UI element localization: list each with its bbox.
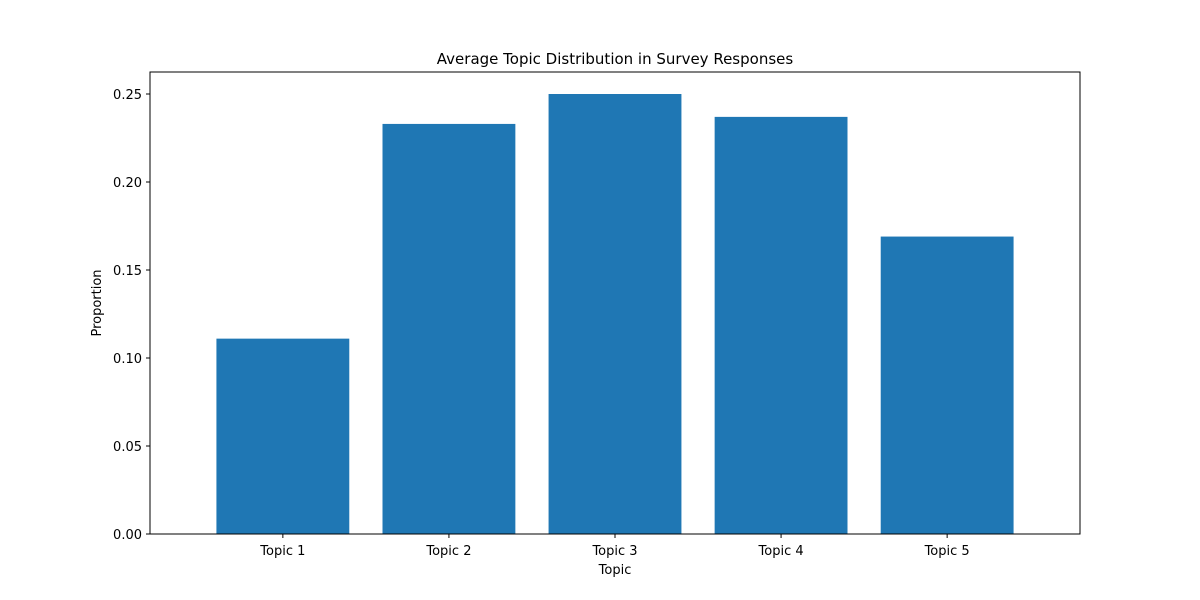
x-axis-ticks: Topic 1 Topic 2 Topic 3 Topic 4 Topic 5 xyxy=(259,534,970,559)
y-tick-label: 0.05 xyxy=(113,440,142,455)
x-tick-label: Topic 2 xyxy=(425,544,471,559)
y-axis-ticks: 0.00 0.05 0.10 0.15 0.20 0.25 xyxy=(113,88,150,543)
x-tick-label: Topic 1 xyxy=(259,544,305,559)
bar-4 xyxy=(714,116,848,534)
x-axis-label: Topic xyxy=(598,563,632,578)
y-tick-label: 0.20 xyxy=(113,176,142,191)
y-tick-label: 0.00 xyxy=(113,528,142,543)
x-tick-label: Topic 4 xyxy=(758,544,804,559)
y-tick-label: 0.25 xyxy=(113,88,142,103)
x-tick-label: Topic 5 xyxy=(924,544,970,559)
bar-1 xyxy=(216,338,350,534)
y-tick-label: 0.10 xyxy=(113,352,142,367)
chart-title: Average Topic Distribution in Survey Res… xyxy=(437,50,794,68)
bar-2 xyxy=(382,123,516,535)
bar-5 xyxy=(880,236,1014,534)
y-axis-label: Proportion xyxy=(90,269,105,336)
bar-3 xyxy=(548,94,682,534)
x-tick-label: Topic 3 xyxy=(591,544,637,559)
bars-group xyxy=(216,94,1014,535)
y-tick-label: 0.15 xyxy=(113,264,142,279)
plot-frame xyxy=(149,71,1081,535)
